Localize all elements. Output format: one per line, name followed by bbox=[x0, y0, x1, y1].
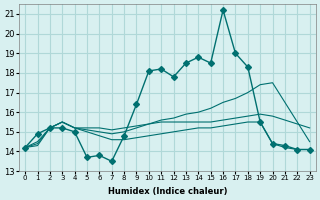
X-axis label: Humidex (Indice chaleur): Humidex (Indice chaleur) bbox=[108, 187, 227, 196]
